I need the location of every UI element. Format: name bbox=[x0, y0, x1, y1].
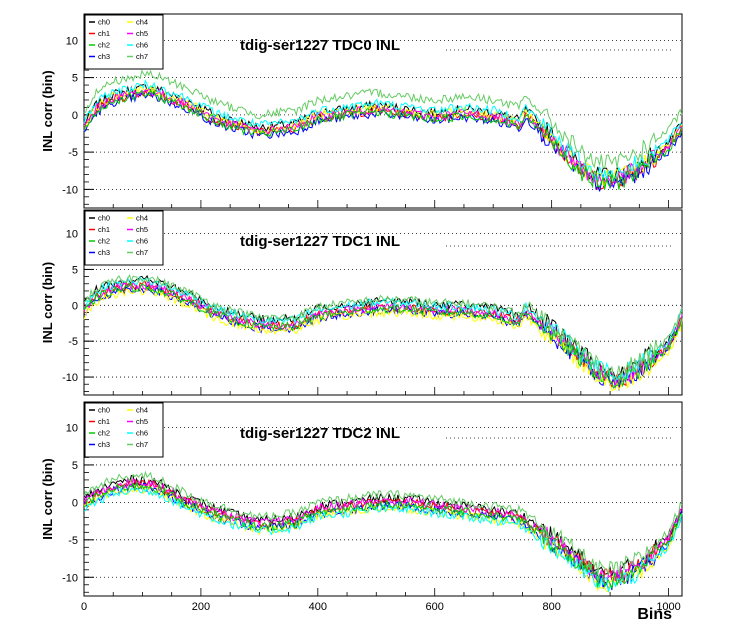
y-tick-label: 10 bbox=[66, 35, 78, 47]
legend-label-ch3: ch3 bbox=[98, 248, 110, 257]
y-tick-label: 10 bbox=[66, 229, 78, 241]
legend-label-ch6: ch6 bbox=[136, 237, 148, 246]
legend-label-ch5: ch5 bbox=[136, 29, 148, 38]
series-line-ch7 bbox=[83, 273, 683, 383]
legend-label-ch7: ch7 bbox=[136, 440, 148, 449]
y-tick-label: 10 bbox=[66, 422, 78, 434]
legend-label-ch3: ch3 bbox=[98, 52, 110, 61]
y-tick-label: 0 bbox=[72, 300, 78, 312]
y-tick-label: -10 bbox=[62, 572, 78, 584]
y-tick-label: -5 bbox=[68, 535, 78, 547]
x-axis-label: Bins bbox=[637, 606, 672, 622]
y-tick-label: -5 bbox=[68, 336, 78, 348]
panel-1: 10 5 0 -5 -10 INL corr (bin) tdig-ser1227 TDC1… bbox=[40, 209, 683, 396]
panel-2: 10 5 0 -5 -10 INL corr (bin) tdig-ser1227 TDC2… bbox=[40, 401, 683, 597]
legend-label-ch0: ch0 bbox=[98, 18, 110, 27]
legend-label-ch4: ch4 bbox=[136, 406, 148, 415]
y-axis-label: INL corr (bin) bbox=[40, 70, 55, 151]
y-tick-label: 0 bbox=[72, 497, 78, 509]
legend-box bbox=[84, 402, 164, 458]
y-axis-label: INL corr (bin) bbox=[40, 458, 55, 539]
series-line-ch6 bbox=[83, 275, 683, 381]
legend-label-ch6: ch6 bbox=[136, 41, 148, 50]
series-line-ch6 bbox=[83, 79, 683, 183]
legend-box bbox=[84, 14, 164, 70]
x-tick-label: 800 bbox=[542, 601, 560, 613]
legend-label-ch4: ch4 bbox=[136, 214, 148, 223]
y-tick-label: -10 bbox=[62, 184, 78, 196]
legend-label-ch0: ch0 bbox=[98, 214, 110, 223]
x-tick-label: 400 bbox=[309, 601, 327, 613]
series-line-ch2 bbox=[83, 88, 683, 190]
legend-label-ch1: ch1 bbox=[98, 417, 110, 426]
legend-label-ch7: ch7 bbox=[136, 52, 148, 61]
x-tick-label: 0 bbox=[81, 601, 87, 613]
y-axis-label: INL corr (bin) bbox=[40, 262, 55, 343]
panel-title: tdig-ser1227 TDC0 INL bbox=[240, 37, 400, 54]
legend-label-ch2: ch2 bbox=[98, 41, 110, 50]
legend-label-ch1: ch1 bbox=[98, 225, 110, 234]
y-tick-label: 5 bbox=[72, 264, 78, 276]
legend-label-ch7: ch7 bbox=[136, 248, 148, 257]
y-tick-label: 5 bbox=[72, 73, 78, 85]
legend-label-ch5: ch5 bbox=[136, 417, 148, 426]
y-tick-label: -5 bbox=[68, 147, 78, 159]
legend-label-ch0: ch0 bbox=[98, 406, 110, 415]
y-tick-label: -10 bbox=[62, 372, 78, 384]
legend-label-ch5: ch5 bbox=[136, 225, 148, 234]
series-line-ch4 bbox=[83, 286, 683, 392]
legend-label-ch1: ch1 bbox=[98, 29, 110, 38]
legend-box bbox=[84, 210, 164, 266]
legend-label-ch2: ch2 bbox=[98, 429, 110, 438]
legend-label-ch6: ch6 bbox=[136, 429, 148, 438]
legend-label-ch2: ch2 bbox=[98, 237, 110, 246]
y-tick-label: 0 bbox=[72, 110, 78, 122]
legend-label-ch3: ch3 bbox=[98, 440, 110, 449]
x-tick-label: 1000 bbox=[656, 601, 680, 613]
series-line-ch7 bbox=[83, 69, 683, 169]
legend-label-ch4: ch4 bbox=[136, 18, 148, 27]
y-tick-label: 5 bbox=[72, 460, 78, 472]
x-tick-label: 600 bbox=[426, 601, 444, 613]
panel-0: 10 5 0 -5 -10 INL corr (bin) tdig-ser1227 TDC0… bbox=[40, 13, 683, 209]
x-tick-label: 200 bbox=[192, 601, 210, 613]
series-line-ch7 bbox=[83, 470, 683, 576]
panel-title: tdig-ser1227 TDC1 INL bbox=[240, 233, 400, 250]
series-line-ch5 bbox=[83, 87, 683, 188]
panel-title: tdig-ser1227 TDC2 INL bbox=[240, 425, 400, 442]
